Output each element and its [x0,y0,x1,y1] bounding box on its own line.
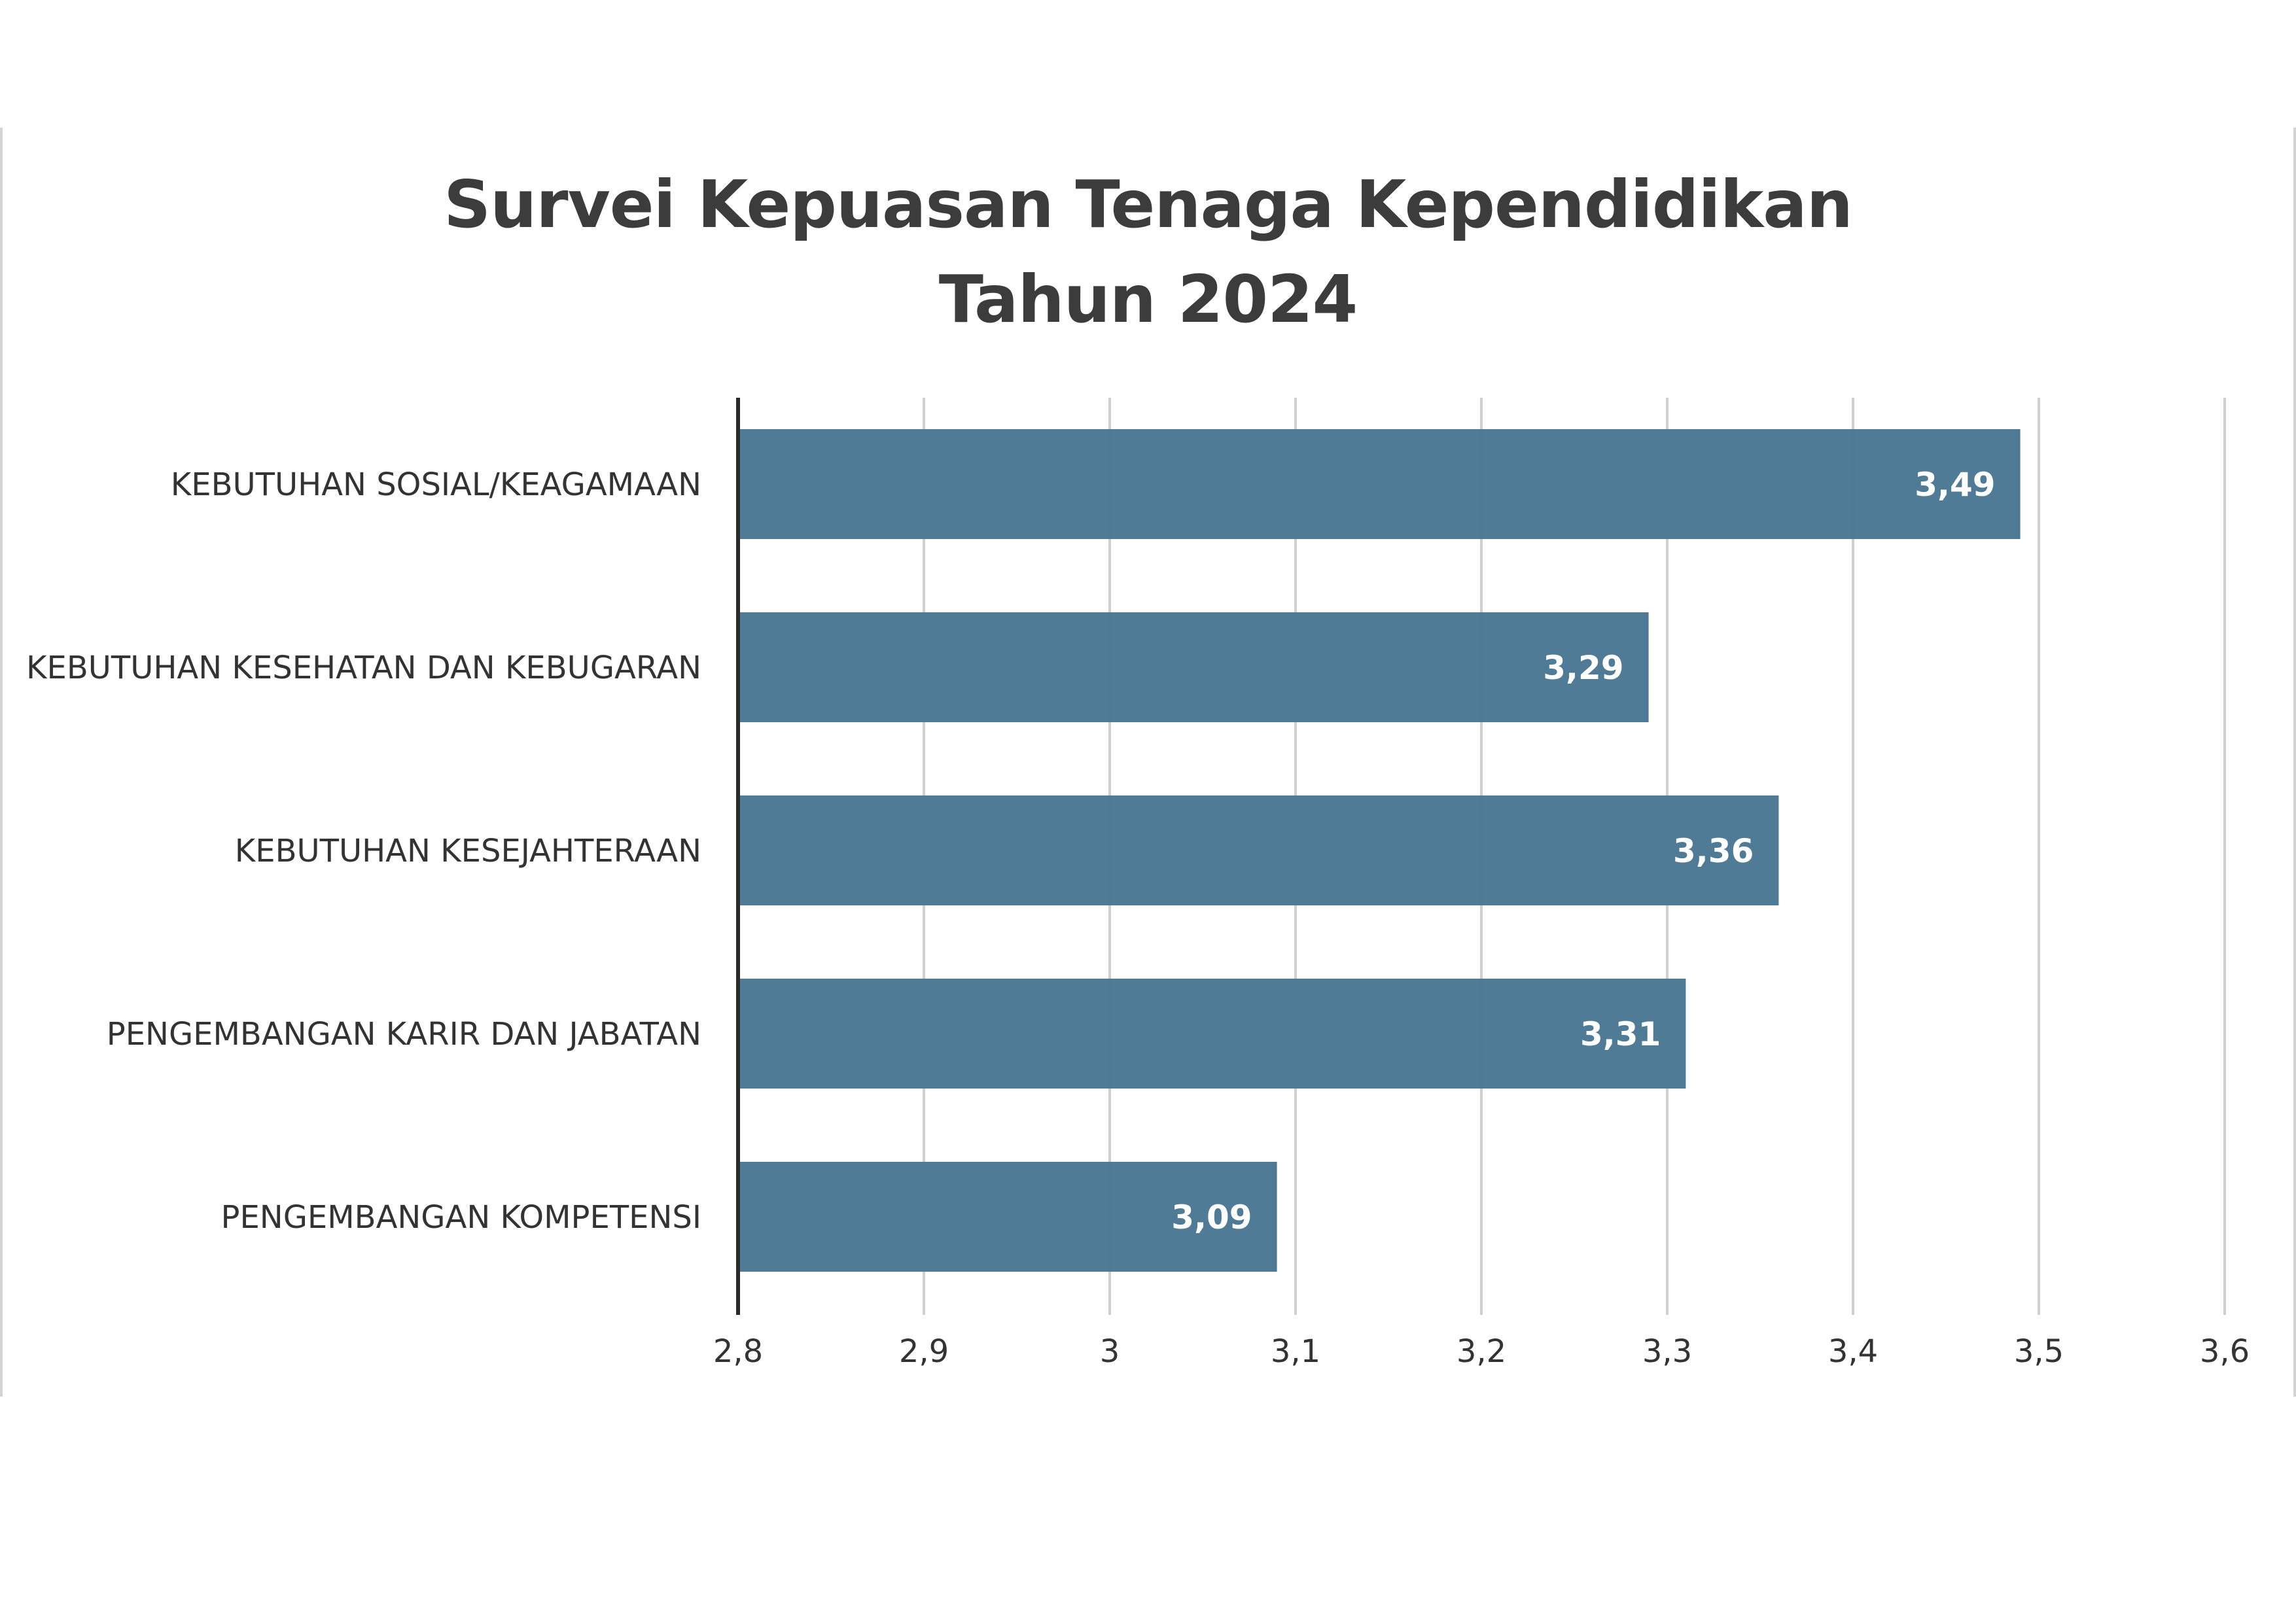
data-label: 3,09 [1171,1198,1252,1236]
category-label: KEBUTUHAN SOSIAL/KEAGAMAAN [171,466,701,503]
x-tick-label: 2,9 [899,1333,949,1370]
x-tick-label: 3,1 [1271,1333,1320,1370]
x-tick-label: 3,5 [2014,1333,2064,1370]
bars [738,429,2021,1272]
x-tick-label: 2,8 [713,1333,763,1370]
x-tick-label: 3,3 [1642,1333,1692,1370]
x-tick-label: 3,4 [1828,1333,1878,1370]
category-label: PENGEMBANGAN KARIR DAN JABATAN [107,1016,701,1053]
frame-left-border [0,128,3,1397]
chart-title-line-1: Survei Kepuasan Tenaga Kependidikan [444,166,1853,243]
bar [738,1162,1277,1272]
bar [738,795,1779,905]
chart-title: Survei Kepuasan Tenaga Kependidikan Tahu… [0,157,2296,347]
bar [738,429,2021,539]
data-label: 3,49 [1915,466,1995,504]
x-tick-label: 3,6 [2200,1333,2250,1370]
category-label: KEBUTUHAN KESEJAHTERAAN [235,833,701,869]
x-tick-label: 3 [1100,1333,1120,1370]
bar [738,979,1686,1089]
chart-title-line-2: Tahun 2024 [938,261,1358,338]
data-label: 3,31 [1580,1015,1661,1053]
labels: 2,8 2,9 3 3,1 3,2 3,3 3,4 3,5 3,6 3,49 KEBUTUHAN S… [26,466,2250,1370]
frame-right-border [2293,128,2296,1397]
x-tick-label: 3,2 [1457,1333,1506,1370]
bar [738,612,1649,722]
data-label: 3,36 [1673,832,1754,870]
category-label: PENGEMBANGAN KOMPETENSI [221,1199,701,1236]
category-label: KEBUTUHAN KESEHATAN DAN KEBUGARAN [26,650,701,686]
data-label: 3,29 [1543,649,1623,687]
